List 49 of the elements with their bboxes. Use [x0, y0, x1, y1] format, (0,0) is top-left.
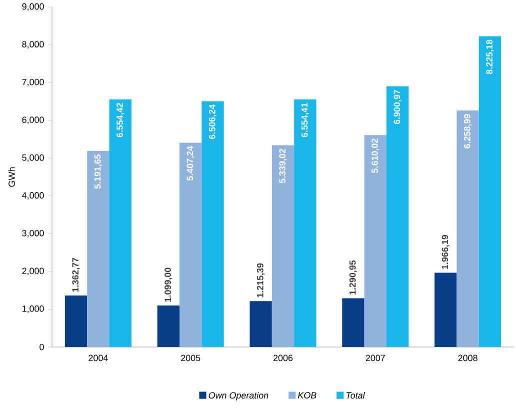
y-tick-label: 6,000	[22, 116, 44, 124]
data-label: 5.407,24	[186, 146, 194, 181]
data-label: 1.215,39	[256, 263, 265, 298]
y-tick-label: 4,000	[22, 192, 44, 200]
bar	[272, 145, 294, 347]
y-tick-label: 7,000	[22, 78, 44, 86]
data-label: 6.506,24	[208, 104, 217, 139]
data-label: 5.610,02	[372, 138, 380, 173]
legend-label: Own Operation	[208, 392, 268, 400]
x-tick-label: 2007	[366, 354, 385, 362]
bar	[478, 36, 502, 347]
data-label: 1.099,00	[164, 268, 172, 302]
y-tick-label: 2,000	[22, 268, 44, 276]
data-label: 1.966,19	[442, 234, 450, 269]
data-label: 6.554,42	[116, 102, 124, 138]
bar	[157, 305, 180, 347]
data-label: 6.900,97	[394, 90, 402, 124]
data-label: 1.290,95	[349, 260, 358, 294]
bar	[386, 86, 409, 347]
x-tick-label: 2008	[458, 354, 478, 362]
data-label: 5.339,02	[279, 148, 287, 184]
bar	[180, 142, 202, 347]
data-label: 5.191,65	[94, 154, 102, 189]
legend-label: KOB	[298, 392, 316, 398]
bar	[87, 150, 110, 347]
bar	[364, 135, 386, 347]
bar	[202, 101, 224, 347]
bar	[109, 99, 132, 347]
bar	[64, 296, 88, 347]
data-label: 8.225,18	[486, 40, 494, 74]
y-tick-label: 3,000	[22, 230, 44, 238]
bar	[250, 301, 272, 347]
bar	[434, 272, 457, 347]
data-label: 6.258,99	[464, 114, 472, 148]
bar	[342, 298, 364, 347]
bar	[294, 99, 316, 347]
x-tick-label: 2006	[273, 354, 293, 362]
y-tick-label: 8,000	[22, 41, 44, 48]
y-tick-label: 1,000	[22, 306, 44, 313]
data-label: 6.554,41	[301, 102, 310, 138]
x-tick-label: 2005	[181, 354, 200, 362]
x-tick-label: 2004	[88, 354, 108, 362]
bar	[456, 110, 479, 347]
y-tick-label: 5,000	[22, 154, 44, 162]
y-tick-label: 0	[40, 344, 44, 350]
y-axis-title: GWh	[8, 167, 15, 187]
data-label: 1.362,77	[72, 258, 80, 292]
legend-label: Total	[346, 392, 365, 399]
y-tick-label: 9,000	[22, 3, 44, 11]
